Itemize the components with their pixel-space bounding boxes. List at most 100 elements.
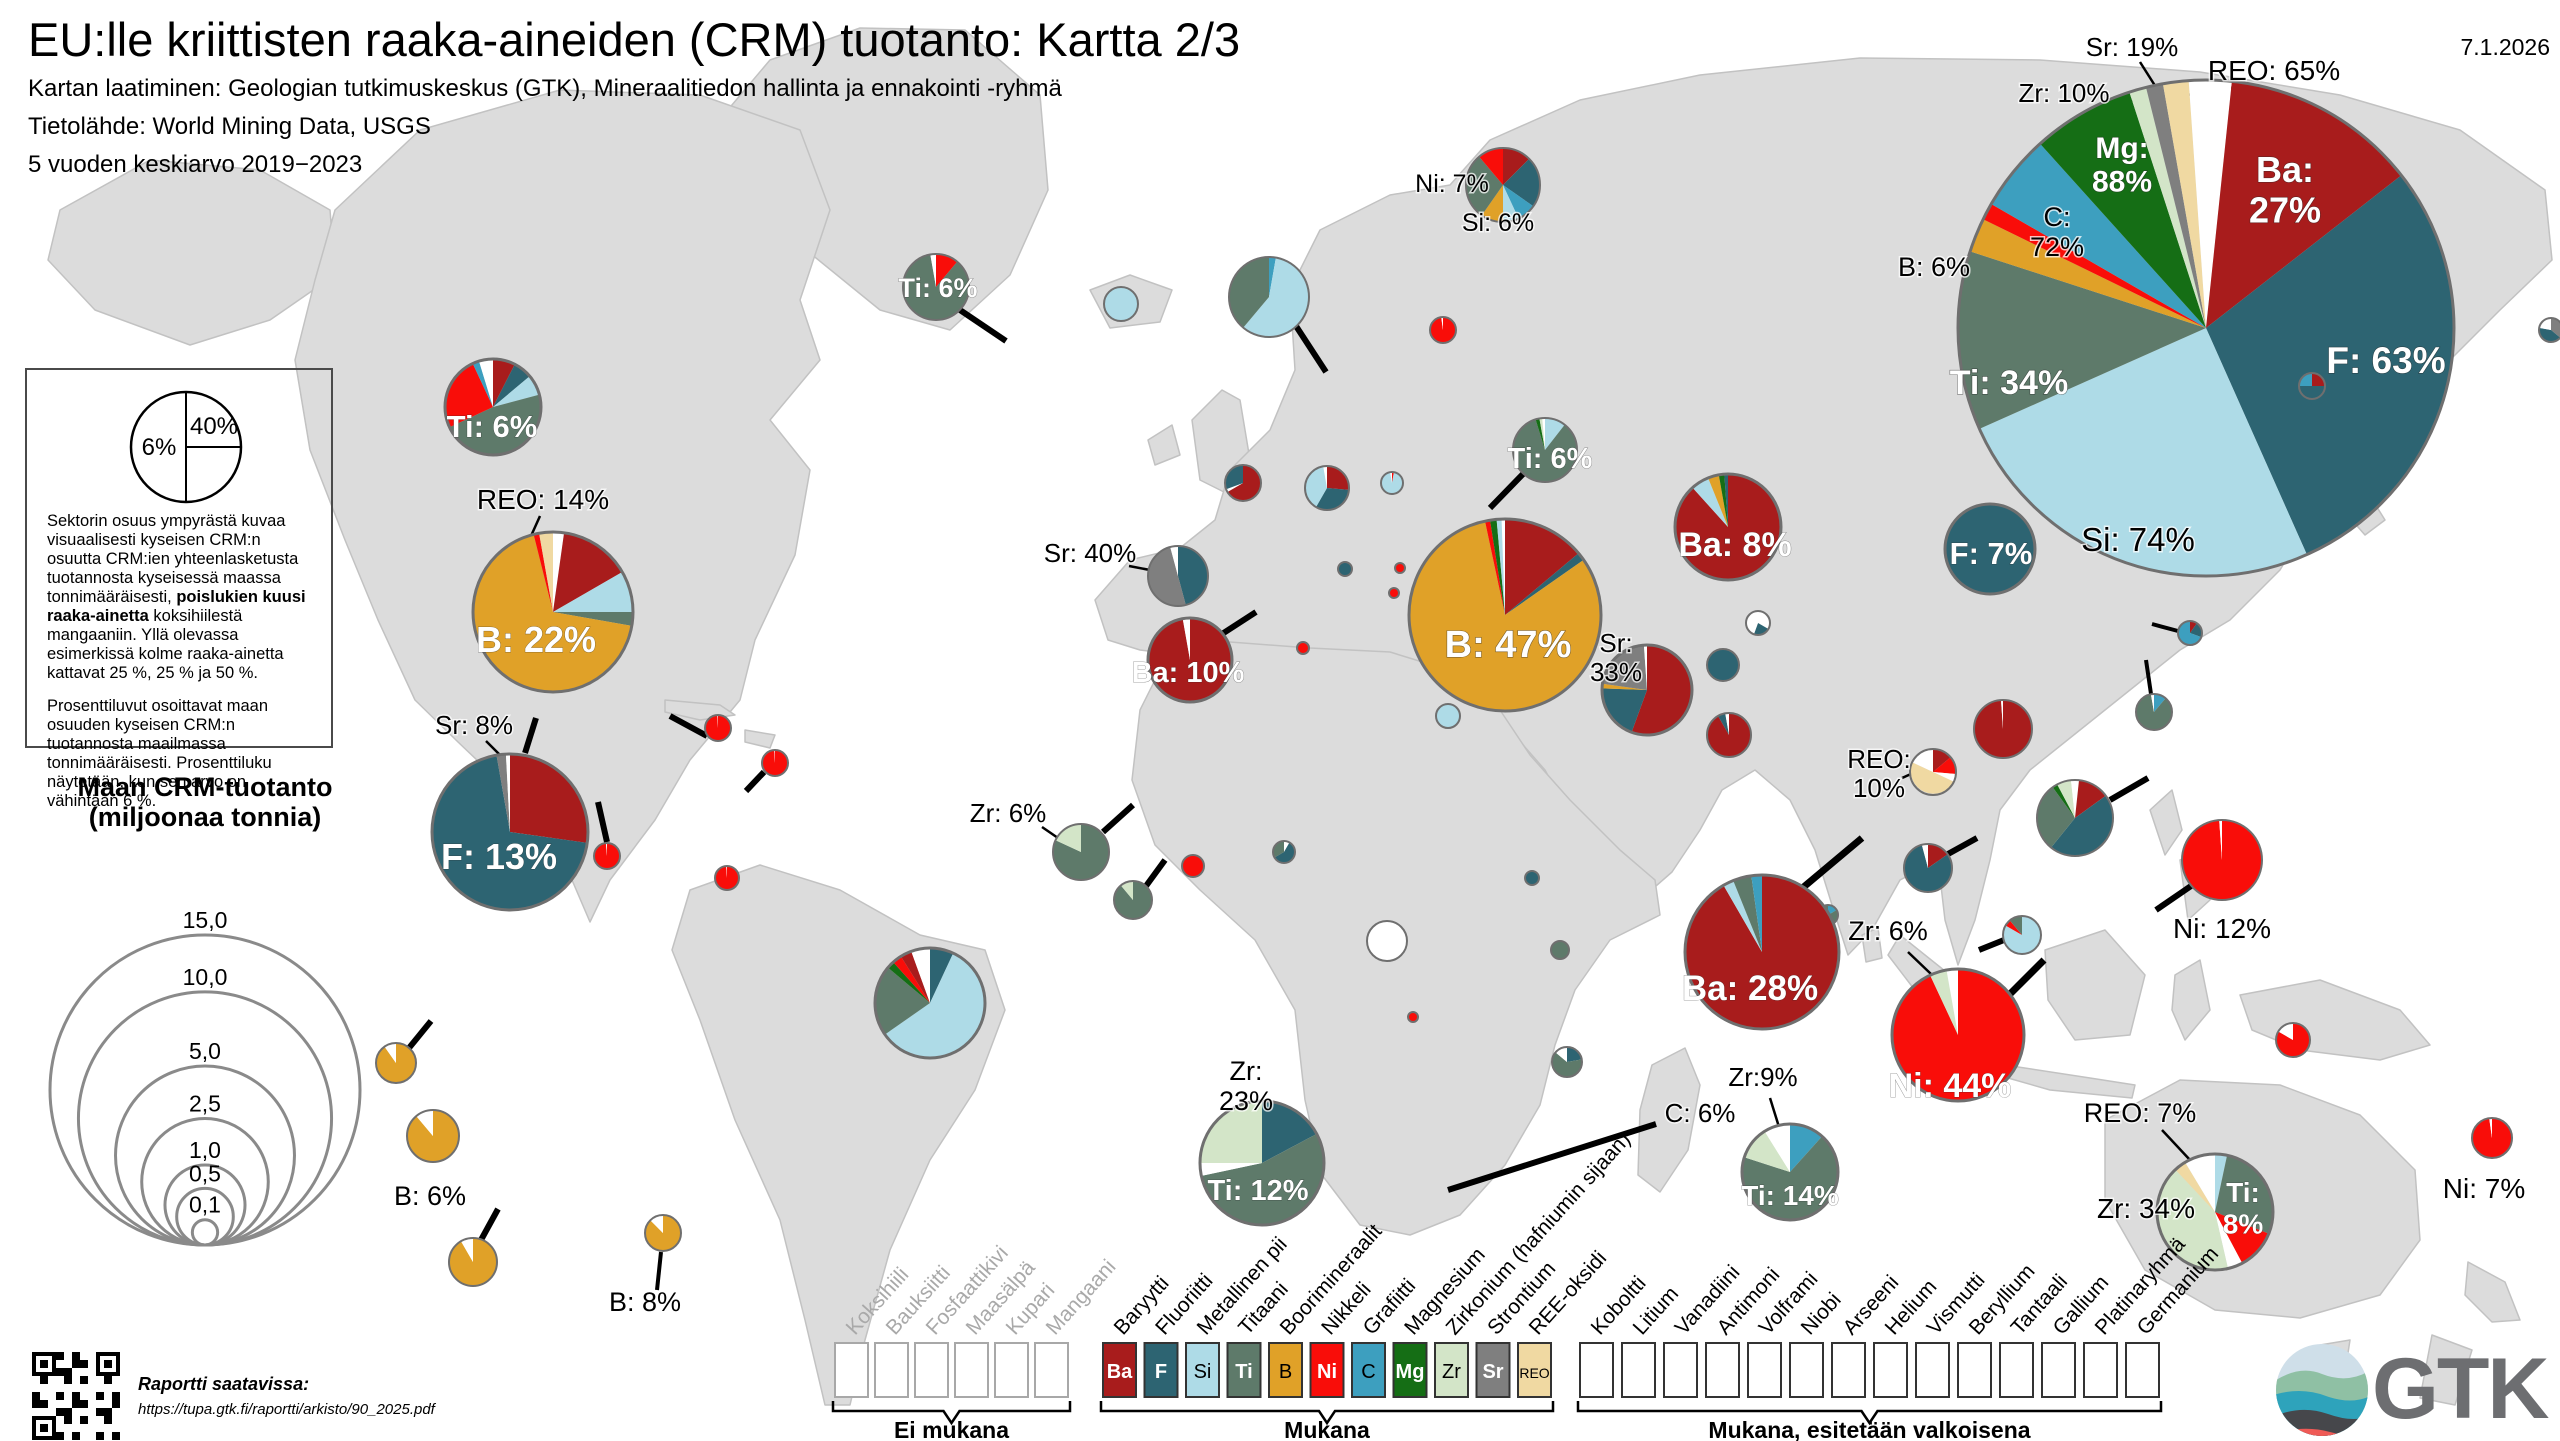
legend-box-Vanadiini	[1663, 1342, 1698, 1398]
leader-line	[1293, 324, 1329, 374]
land-shape	[2149, 789, 2183, 856]
leader-line	[2161, 1129, 2191, 1161]
legend-box-F	[1143, 1342, 1179, 1398]
pie-label: Si: 6%	[1462, 209, 1534, 237]
pie-slice-F	[1718, 713, 1729, 735]
pie-slice-Ba	[2190, 621, 2197, 633]
pie-myanmar	[1909, 748, 1957, 796]
leader-line	[2151, 622, 2179, 633]
pie-slice-white	[2150, 694, 2154, 712]
pie-label: Ti:	[2226, 1177, 2260, 1208]
leader-line	[743, 769, 767, 794]
leader-line	[2108, 775, 2150, 803]
pie-label: 27%	[2249, 189, 2321, 230]
pie-iceland	[1103, 286, 1139, 322]
pie-slice-B	[1408, 521, 1601, 711]
legend-box-Gallium	[2041, 1342, 2076, 1398]
pie-slice-Zr	[1120, 880, 1133, 900]
pie-slice-white	[726, 865, 727, 878]
pie-slice-F	[1601, 688, 1647, 733]
pie-peru-south	[406, 1109, 460, 1163]
legend-box-code: Ti	[1235, 1361, 1252, 1383]
pie-chile	[448, 1237, 498, 1287]
subtitle-source: Tietolähde: World Mining Data, USGS	[28, 113, 431, 140]
pie-slice-C	[2154, 693, 2166, 712]
pie-slice-Ba	[1706, 713, 1751, 757]
pie-slice-F	[1567, 1047, 1582, 1062]
pie-slice-white	[774, 749, 775, 763]
size-circle	[190, 1218, 220, 1247]
pie-slice-Si	[1692, 477, 1728, 527]
explanation-box: 40% 6% Sektorin osuus ympyrästä kuvaa vi…	[25, 368, 333, 810]
pie-slice-white	[2075, 779, 2079, 818]
pie-finland	[1429, 316, 1457, 344]
pie-peru-north	[375, 1042, 417, 1084]
pie-slice-C	[1751, 874, 1762, 952]
pie-laos	[2036, 779, 2114, 857]
pie-slice-white	[2001, 700, 2003, 729]
leader-line	[485, 740, 501, 756]
size-circle-label: 15,0	[183, 907, 228, 933]
pie-greenland	[902, 253, 970, 321]
pie-label: Zr: 34%	[2097, 1193, 2195, 1224]
pie-slice-Zr	[1200, 1101, 1262, 1163]
pie-slice-Ni	[2276, 1023, 2311, 1057]
legend-box-Koboltti	[1579, 1342, 1614, 1398]
legend-box-code: F	[1155, 1361, 1167, 1383]
pie-slice-white	[605, 842, 607, 856]
pie-label: REO: 65%	[2208, 55, 2340, 86]
pie-slice-Ti	[1741, 1136, 1838, 1220]
pie-argentina	[644, 1214, 682, 1252]
pie-slice-Ni	[761, 750, 788, 776]
pie-slice-Ni	[2215, 1212, 2269, 1264]
pie-slice-white	[1946, 969, 1958, 1035]
pie-slice-Ba	[1974, 699, 2033, 758]
pie-slice-Zr	[1539, 418, 1545, 450]
pie-slice-white	[2489, 1118, 2492, 1138]
pie-slice-white	[1542, 417, 1545, 450]
pie-label: F: 13%	[441, 836, 557, 877]
leader-line	[595, 801, 610, 843]
pie-slice-F	[1503, 158, 1541, 207]
pie-label: Ni: 7%	[2443, 1173, 2525, 1204]
pie-slice-Ba	[493, 358, 515, 407]
pie-label: B: 22%	[476, 619, 596, 660]
land-shape	[1147, 424, 1181, 466]
pie-label: Sr:	[1599, 628, 1632, 658]
land-shape	[744, 729, 776, 749]
legend-box-Maasälpä	[954, 1342, 989, 1398]
pie-cuba	[704, 714, 732, 742]
pie-label: Zr: 10%	[2018, 78, 2109, 108]
legend-box-Antimoni	[1705, 1342, 1740, 1398]
land-shape	[2004, 1064, 2136, 1099]
pie-slice-white	[1441, 316, 1443, 330]
pie-label: 8%	[2223, 1208, 2264, 1239]
pie-slice-Ba	[1684, 875, 1839, 1029]
pie-slice-Sr	[496, 754, 510, 832]
size-circle-label: 0,1	[189, 1192, 221, 1218]
pie-slice-Mg	[1718, 474, 1728, 527]
size-circle-label: 2,5	[189, 1090, 221, 1116]
land-shape	[47, 159, 336, 346]
pie-slice-Ti	[2136, 694, 2173, 731]
pie-slice-white	[384, 1042, 396, 1063]
pie-slice-F	[2539, 327, 2560, 342]
pie-slice-Ni	[1983, 204, 2206, 328]
pie-slice-F	[493, 364, 530, 407]
pie-slice-Ba	[900, 951, 930, 1003]
pie-slice-Ni	[533, 533, 553, 612]
pie-pakistan	[1706, 712, 1752, 758]
pie-label: F: 63%	[2326, 340, 2445, 381]
pie-slice-white	[1912, 749, 1933, 772]
leader-line	[1041, 825, 1059, 840]
pie-slice-Ti	[903, 254, 970, 321]
leader-line	[522, 717, 539, 754]
pie-slice-C	[2299, 373, 2312, 386]
legend-box-code: B	[1279, 1361, 1292, 1383]
legend-box-Mangaani	[1034, 1342, 1069, 1398]
pie-north-korea	[2177, 620, 2203, 646]
pie-slice-Ni	[2005, 920, 2022, 935]
pie-italy	[1337, 561, 1353, 577]
